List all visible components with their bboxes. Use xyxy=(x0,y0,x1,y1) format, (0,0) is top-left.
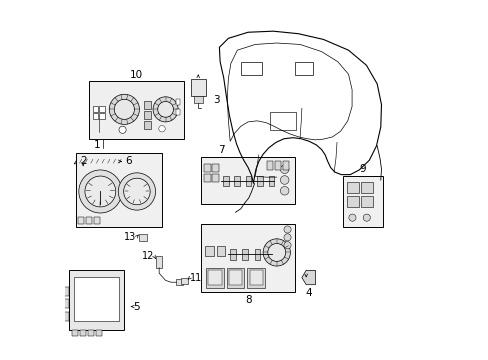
Bar xyxy=(64,312,69,321)
Circle shape xyxy=(263,239,290,266)
Bar xyxy=(204,246,214,256)
Text: 12: 12 xyxy=(142,251,154,261)
Bar xyxy=(360,182,372,193)
Circle shape xyxy=(159,126,165,132)
Bar xyxy=(234,176,240,186)
Text: 3: 3 xyxy=(213,95,220,105)
Bar xyxy=(205,268,223,288)
Bar xyxy=(93,106,98,112)
Bar xyxy=(144,111,151,119)
Circle shape xyxy=(119,126,126,134)
Bar xyxy=(212,163,218,172)
Bar xyxy=(343,176,382,226)
Bar xyxy=(93,113,98,119)
Bar xyxy=(144,101,151,109)
Bar xyxy=(74,277,119,321)
Bar xyxy=(230,249,235,260)
Bar xyxy=(249,270,263,285)
Bar xyxy=(156,256,162,268)
Bar xyxy=(99,113,104,119)
Bar xyxy=(223,176,228,186)
Bar xyxy=(212,174,218,182)
Bar xyxy=(254,249,260,260)
Bar xyxy=(241,62,262,75)
Bar xyxy=(268,176,274,186)
Bar xyxy=(175,99,180,105)
Bar xyxy=(88,81,183,139)
Text: 8: 8 xyxy=(244,295,251,305)
Circle shape xyxy=(280,165,288,174)
Bar xyxy=(64,300,69,309)
Circle shape xyxy=(123,178,150,205)
Bar xyxy=(175,279,183,285)
Bar xyxy=(266,249,272,260)
Circle shape xyxy=(280,186,288,195)
Circle shape xyxy=(363,214,369,221)
Bar xyxy=(360,196,372,207)
Bar xyxy=(294,62,313,75)
Bar xyxy=(190,78,205,96)
Bar xyxy=(247,268,265,288)
Bar xyxy=(282,161,288,170)
Bar xyxy=(257,176,263,186)
Text: 5: 5 xyxy=(133,302,140,312)
Circle shape xyxy=(118,173,155,210)
Circle shape xyxy=(158,102,173,117)
Bar xyxy=(78,217,84,225)
Text: 1: 1 xyxy=(94,140,101,150)
Bar xyxy=(269,112,296,130)
Bar xyxy=(64,287,69,296)
Polygon shape xyxy=(301,270,315,285)
Bar xyxy=(204,163,210,172)
Bar xyxy=(85,217,92,225)
Bar xyxy=(96,330,102,336)
Circle shape xyxy=(109,94,139,125)
Circle shape xyxy=(153,97,178,122)
Bar xyxy=(99,106,104,112)
Bar xyxy=(228,270,242,285)
Bar xyxy=(207,270,221,285)
Text: 11: 11 xyxy=(190,273,202,283)
Text: 6: 6 xyxy=(125,156,132,166)
Bar xyxy=(201,157,295,204)
Bar xyxy=(93,217,100,225)
Bar xyxy=(201,224,295,292)
Bar xyxy=(72,330,78,336)
Circle shape xyxy=(114,99,134,120)
Bar xyxy=(181,278,188,284)
Bar xyxy=(139,234,147,241)
Text: 9: 9 xyxy=(359,164,366,174)
Bar xyxy=(346,196,358,207)
Text: 13: 13 xyxy=(123,232,136,242)
Circle shape xyxy=(348,214,355,221)
Bar xyxy=(274,161,281,170)
Circle shape xyxy=(284,242,290,249)
Bar xyxy=(226,268,244,288)
Bar xyxy=(88,330,94,336)
Text: 4: 4 xyxy=(305,288,312,298)
Circle shape xyxy=(284,226,290,233)
Circle shape xyxy=(280,176,288,184)
Circle shape xyxy=(267,243,285,261)
Text: 7: 7 xyxy=(218,145,224,155)
Polygon shape xyxy=(74,158,126,164)
Bar xyxy=(175,109,180,116)
Bar xyxy=(245,176,251,186)
Text: 10: 10 xyxy=(129,70,142,80)
Circle shape xyxy=(79,170,122,213)
Circle shape xyxy=(284,234,290,241)
Bar xyxy=(144,121,151,129)
Bar xyxy=(76,153,162,227)
Text: 2: 2 xyxy=(80,156,87,166)
Bar xyxy=(266,161,273,170)
Bar xyxy=(69,270,124,330)
Bar xyxy=(80,330,86,336)
Bar xyxy=(216,246,225,256)
Bar xyxy=(242,249,247,260)
Bar xyxy=(204,174,210,182)
Bar xyxy=(194,96,202,103)
Circle shape xyxy=(85,176,116,207)
Bar xyxy=(346,182,358,193)
